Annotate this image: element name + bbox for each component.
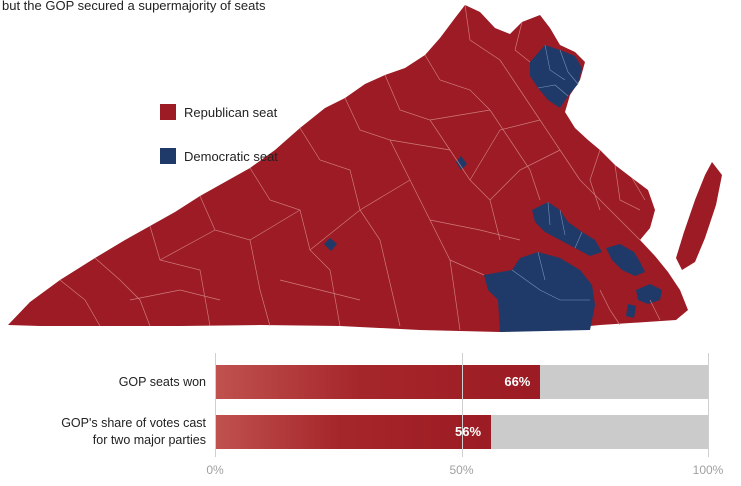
democratic-district-boundaries <box>511 44 590 301</box>
bar-label-votes-line-2: for two major parties <box>92 433 206 447</box>
republican-swatch <box>160 104 176 120</box>
tick-label-0: 0% <box>206 463 224 477</box>
bar-row-votes: GOP's share of votes cast for two major … <box>0 415 741 449</box>
bar-label-seats: GOP seats won <box>119 374 206 391</box>
richmond-districts <box>532 202 602 256</box>
legend-item-democratic: Democratic seat <box>160 144 278 168</box>
eastern-shore-shape <box>676 162 722 270</box>
bar-label-seats-line: GOP seats won <box>118 375 206 389</box>
southside-district <box>484 252 595 332</box>
hampton-roads-districts <box>606 244 645 276</box>
democratic-swatch <box>160 148 176 164</box>
legend-label-democratic: Democratic seat <box>184 148 278 164</box>
legend-label-republican: Republican seat <box>184 104 278 120</box>
district-boundaries <box>59 4 661 331</box>
bar-fill-seats: 66% <box>215 365 541 399</box>
portsmouth-district <box>626 304 636 318</box>
gop-share-bar-chart: GOP seats won 66% GOP's share of votes c… <box>0 345 741 486</box>
gridline-0 <box>215 353 216 457</box>
bar-fill-votes: 56% <box>215 415 492 449</box>
norfolk-districts <box>636 284 662 304</box>
legend-item-republican: Republican seat <box>160 100 278 124</box>
gridline-50 <box>461 353 463 457</box>
bar-value-seats: 66% <box>504 374 531 389</box>
roanoke-district <box>324 238 337 251</box>
bar-row-seats: GOP seats won 66% <box>0 365 741 399</box>
charlottesville-district <box>456 156 467 170</box>
bar-label-votes: GOP's share of votes cast for two major … <box>61 415 206 449</box>
bar-label-votes-line-1: GOP's share of votes cast <box>61 416 206 430</box>
bar-value-votes: 56% <box>455 424 482 439</box>
map-legend: Republican seat Democratic seat <box>160 100 278 188</box>
tick-label-50: 50% <box>449 463 474 477</box>
gridline-100 <box>708 353 709 457</box>
northern-virginia-districts <box>530 45 582 108</box>
subtitle: but the GOP secured a supermajority of s… <box>2 0 266 13</box>
tick-label-100: 100% <box>692 463 724 477</box>
virginia-district-map <box>8 4 722 332</box>
